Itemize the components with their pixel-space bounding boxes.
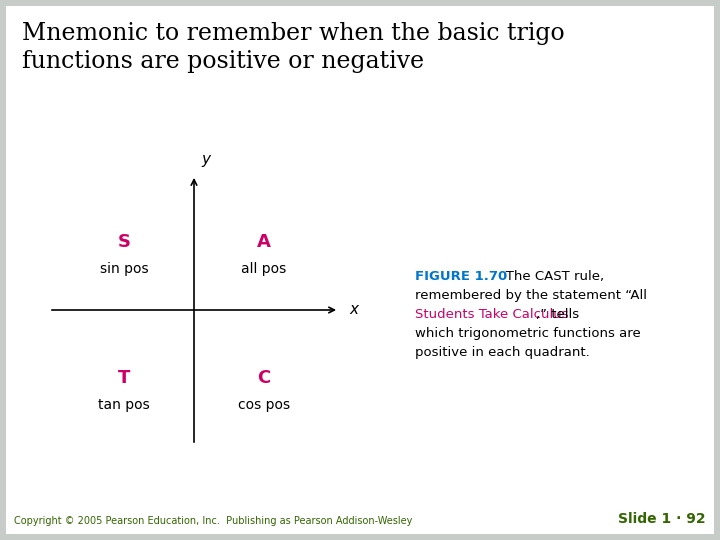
Text: Slide 1 · 92: Slide 1 · 92 [618,512,706,526]
Text: FIGURE 1.70: FIGURE 1.70 [415,270,508,283]
Text: y: y [201,152,210,167]
Text: sin pos: sin pos [99,262,148,276]
Text: A: A [257,233,271,251]
Text: tan pos: tan pos [98,398,150,412]
Text: The CAST rule,: The CAST rule, [493,270,604,283]
Text: cos pos: cos pos [238,398,290,412]
Text: Copyright © 2005 Pearson Education, Inc.  Publishing as Pearson Addison-Wesley: Copyright © 2005 Pearson Education, Inc.… [14,516,413,526]
Text: positive in each quadrant.: positive in each quadrant. [415,346,590,359]
Text: ,” tells: ,” tells [536,308,579,321]
Text: T: T [118,369,130,387]
Text: x: x [349,302,358,318]
Text: remembered by the statement “All: remembered by the statement “All [415,289,647,302]
Text: C: C [257,369,271,387]
Text: S: S [117,233,130,251]
Text: Students Take Calculus: Students Take Calculus [415,308,569,321]
Text: Mnemonic to remember when the basic trigo
functions are positive or negative: Mnemonic to remember when the basic trig… [22,22,564,73]
Text: all pos: all pos [241,262,287,276]
Text: which trigonometric functions are: which trigonometric functions are [415,327,641,340]
